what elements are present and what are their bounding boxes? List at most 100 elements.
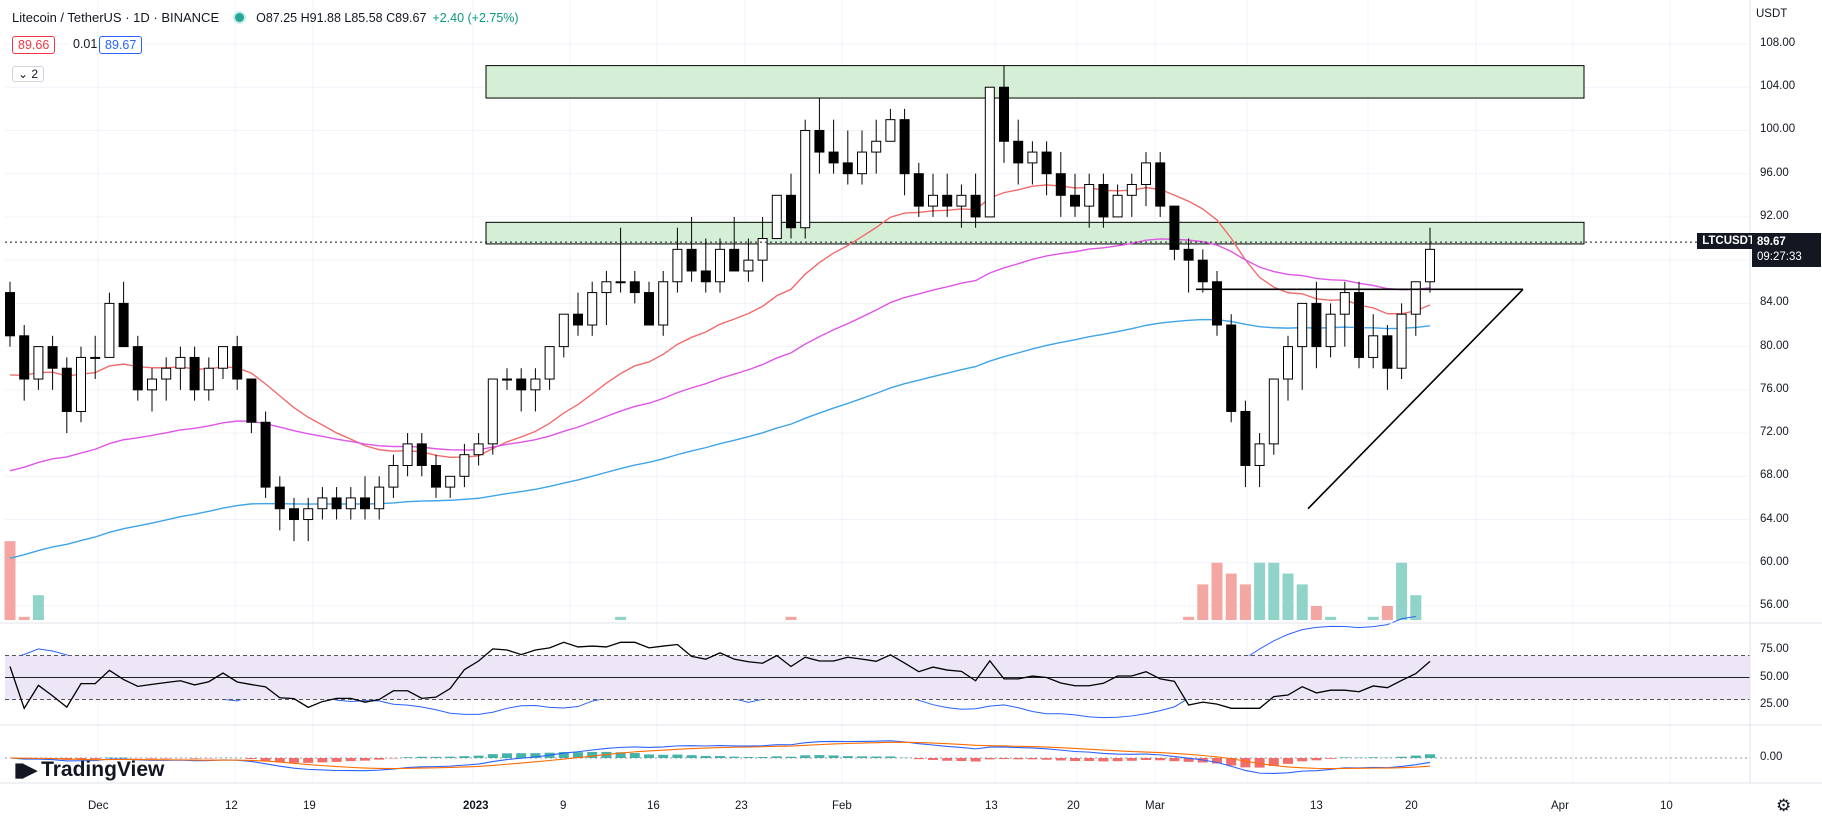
macd-histogram-bar — [161, 758, 172, 759]
macd-histogram-bar — [857, 756, 867, 758]
macd-histogram-bar — [842, 756, 853, 758]
macd-histogram-bar — [147, 758, 157, 759]
price-tick-label: 84.00 — [1760, 296, 1789, 309]
bearish-candle — [828, 151, 839, 164]
bearish-candle — [842, 162, 853, 175]
symbol-legend: Litecoin / TetherUS · 1D · BINANCE O87.2… — [12, 10, 519, 25]
macd-histogram-bar — [360, 758, 370, 761]
volume-bar — [785, 616, 797, 621]
time-tick-label: 23 — [735, 800, 748, 812]
bearish-candle — [232, 346, 243, 380]
bearish-candle — [970, 194, 981, 218]
bullish-candle — [1368, 335, 1379, 358]
macd-histogram-bar — [885, 756, 896, 758]
macd-histogram-bar — [1169, 758, 1180, 762]
macd-histogram-bar — [331, 758, 342, 762]
bullish-candle — [374, 486, 385, 510]
gear-icon[interactable]: ⚙ — [1776, 796, 1792, 815]
time-tick-label: 10 — [1660, 800, 1673, 812]
volume-bar — [1225, 573, 1237, 621]
bullish-candle — [1268, 378, 1279, 445]
macd-histogram-bar — [431, 756, 441, 758]
axes-borders — [0, 0, 1822, 784]
bullish-candle — [175, 356, 186, 369]
macd-histogram-bar — [956, 758, 967, 762]
bearish-candle — [1197, 259, 1208, 283]
volume-bar — [1396, 562, 1408, 621]
macd-histogram-bar — [1183, 758, 1194, 762]
macd-histogram-bar — [76, 758, 86, 760]
bullish-candle — [800, 129, 811, 229]
macd-histogram-bar — [1112, 758, 1123, 762]
macd-histogram-bar — [743, 757, 754, 758]
bearish-candle — [1226, 324, 1237, 412]
macd-histogram-bar — [274, 758, 285, 763]
volume-bar — [1254, 562, 1266, 621]
macd-histogram-bar — [715, 756, 725, 758]
rsi-tick-label: 50.00 — [1760, 670, 1789, 683]
bullish-candle — [459, 454, 470, 477]
macd-histogram-bar — [644, 754, 654, 758]
volume-bar — [1381, 606, 1393, 621]
macd-histogram-bar — [672, 754, 683, 758]
bullish-candle — [502, 378, 512, 381]
bullish-candle — [956, 194, 967, 207]
tradingview-logo[interactable]: ▮▶ TradingView — [14, 758, 164, 782]
bearish-candle — [1212, 281, 1222, 326]
time-tick-label: 13 — [985, 800, 998, 812]
macd-histogram-bar — [771, 756, 782, 758]
time-tick-label: 13 — [1310, 800, 1323, 812]
price-tick-label: 60.00 — [1760, 555, 1789, 568]
bearish-candle — [1354, 292, 1364, 358]
macd-histogram-bar — [928, 758, 938, 760]
price-change: +2.40 (+2.75%) — [432, 10, 519, 25]
bearish-candle — [786, 194, 796, 229]
bullish-candle — [388, 465, 399, 488]
price-tick-label: 68.00 — [1760, 469, 1789, 482]
macd-histogram-bar — [729, 756, 740, 758]
bullish-candle — [601, 281, 612, 294]
volume-bar — [1239, 584, 1251, 621]
bullish-candle — [33, 346, 44, 380]
supply-demand-zones — [485, 65, 1585, 245]
macd-histogram-bar — [629, 753, 640, 758]
ascending-trendline — [1307, 288, 1524, 510]
macd-histogram-bar — [1297, 758, 1308, 762]
bullish-candle — [473, 443, 484, 456]
volume-bar — [615, 616, 627, 621]
time-tick-label: 20 — [1405, 800, 1418, 812]
currency-selector[interactable]: USDT — [1756, 8, 1788, 20]
rsi-line — [9, 641, 1431, 710]
macd-histogram-bar — [814, 755, 825, 758]
current-price-label: 89.67 09:27:33 — [1752, 233, 1821, 267]
chevron-down-icon: ⌄ — [18, 67, 29, 81]
price-tick-label: 96.00 — [1760, 166, 1789, 179]
bullish-candle — [885, 119, 896, 142]
indicators-toggle[interactable]: ⌄ 2 — [12, 66, 45, 82]
current-price: 89.67 — [1757, 236, 1786, 248]
volume-bar — [1296, 584, 1308, 621]
bullish-candle — [658, 281, 669, 326]
buy-price-button[interactable]: 89.67 — [99, 36, 143, 54]
bullish-candle — [1425, 248, 1435, 283]
macd-histogram-bar — [1339, 757, 1350, 758]
volume-bar — [1282, 573, 1294, 621]
macd-histogram-bar — [1396, 756, 1407, 758]
bullish-candle — [345, 497, 356, 510]
bullish-candle — [402, 443, 413, 466]
symbol-title[interactable]: Litecoin / TetherUS · 1D · BINANCE — [12, 10, 220, 25]
macd-histogram-bar — [658, 754, 669, 758]
bearish-candle — [516, 378, 527, 391]
sell-price-button[interactable]: 89.66 — [12, 36, 56, 54]
bearish-candle — [1155, 162, 1166, 207]
bullish-candle — [487, 378, 498, 445]
bullish-candle — [530, 378, 541, 391]
macd-histogram-bar — [374, 758, 385, 760]
macd-histogram-bar — [1311, 758, 1322, 761]
bullish-candle — [1254, 443, 1265, 466]
macd-histogram-bar — [402, 757, 413, 758]
macd-histogram-bar — [317, 758, 328, 763]
bullish-candle — [1112, 194, 1123, 218]
